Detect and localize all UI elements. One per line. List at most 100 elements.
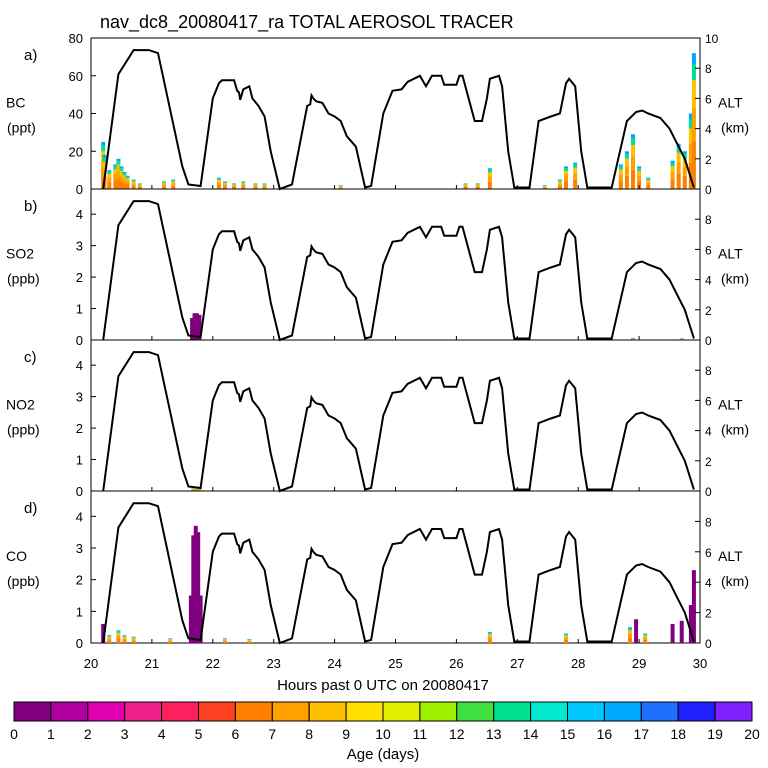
age-bar (487, 632, 492, 635)
age-bar (222, 638, 227, 640)
colorbar-swatch (456, 701, 495, 722)
colorbar-tick-label: 6 (232, 726, 240, 742)
age-bar (216, 185, 221, 189)
colorbar-tick-label: 9 (342, 726, 350, 742)
age-bar (194, 488, 199, 490)
age-bar (564, 170, 569, 176)
alt-label: ALT (718, 548, 743, 564)
colorbar-tick-label: 4 (158, 726, 166, 742)
age-bar (216, 177, 221, 179)
age-bar (691, 141, 696, 189)
age-bar (168, 638, 173, 639)
age-bar (676, 152, 681, 162)
age-bar (101, 624, 106, 643)
age-bar (573, 167, 578, 174)
x-tick-label: 28 (571, 656, 585, 671)
age-bar (119, 170, 124, 176)
age-bar (168, 640, 173, 642)
age-bar (487, 169, 492, 173)
age-bar (463, 187, 468, 189)
x-tick-label: 21 (145, 656, 159, 671)
alt-tick-label: 8 (705, 62, 712, 76)
age-bar (631, 134, 636, 139)
age-bar (137, 187, 142, 189)
age-bar (627, 628, 632, 631)
age-bar (682, 158, 687, 167)
age-bar (691, 80, 696, 108)
y-tick-label: 40 (69, 107, 83, 122)
colorbar-tick-label: 7 (268, 726, 276, 742)
age-bar (262, 183, 267, 184)
age-bar (253, 187, 258, 189)
age-bar (196, 532, 201, 643)
age-bar (116, 635, 121, 639)
x-tick-label: 20 (84, 656, 98, 671)
age-bar (646, 177, 651, 179)
alt-tick-label: 8 (705, 515, 712, 529)
age-bar (475, 183, 480, 185)
panels-group: 0204060800246810a)BC(ppt)ALT(km)01234024… (6, 31, 749, 651)
y-tick-label: 1 (76, 302, 83, 317)
age-bar (643, 639, 648, 643)
age-bar (107, 635, 112, 636)
age-bar (253, 183, 258, 185)
age-bar (107, 635, 112, 637)
age-bar (637, 168, 642, 171)
unit-label: (ppt) (7, 120, 36, 136)
age-bar (116, 638, 121, 643)
age-bar (475, 185, 480, 188)
alt-tick-label: 4 (705, 425, 712, 439)
age-bar (241, 184, 246, 187)
age-bar (122, 178, 127, 184)
alt-label: ALT (718, 246, 743, 262)
age-bar (116, 158, 121, 162)
colorbar-tick-label: 17 (634, 726, 650, 742)
colorbar-swatch (677, 701, 716, 722)
age-bar (627, 637, 632, 643)
age-bar (646, 178, 651, 180)
colorbar-swatch (234, 701, 273, 722)
colorbar-swatch (382, 701, 421, 722)
colorbar-swatch (271, 701, 310, 722)
age-bar (463, 183, 468, 185)
age-bar (682, 166, 687, 176)
age-bar (247, 639, 252, 640)
age-bar (682, 154, 687, 159)
age-bar (162, 181, 167, 183)
age-bar (125, 178, 130, 182)
age-bar (618, 180, 623, 189)
age-bar (125, 184, 130, 189)
age-bar (487, 176, 492, 182)
y-tick-label: 4 (76, 207, 83, 222)
age-bar (557, 181, 562, 184)
alt-tick-label: 6 (705, 92, 712, 106)
x-tick-label: 27 (510, 656, 524, 671)
age-bar (691, 63, 696, 81)
age-bar (194, 489, 199, 491)
colorbar-swatch (198, 701, 236, 722)
age-bar (688, 113, 693, 120)
alt-tick-label: 6 (705, 394, 712, 408)
age-bar (222, 640, 227, 642)
age-bar (113, 169, 118, 175)
unit-label: (ppb) (7, 573, 40, 589)
alt-tick-label: 4 (705, 576, 712, 590)
age-bar (197, 488, 202, 490)
chart-title: nav_dc8_20080417_ra TOTAL AEROSOL TRACER (100, 12, 514, 33)
age-bar (542, 187, 547, 189)
y-tick-label: 3 (76, 541, 83, 556)
alt-tick-label: 10 (705, 32, 719, 46)
age-bar (197, 489, 202, 491)
age-bar (107, 170, 112, 172)
age-bar (624, 151, 629, 155)
colorbar-swatch (493, 701, 532, 722)
alt-tick-label: 4 (705, 274, 712, 288)
species-label: BC (6, 95, 25, 111)
colorbar-swatch (124, 701, 163, 722)
age-bar (679, 338, 684, 339)
age-bar (232, 184, 237, 186)
age-bar (122, 173, 127, 176)
altitude-line (102, 200, 695, 342)
age-bar (253, 184, 258, 186)
